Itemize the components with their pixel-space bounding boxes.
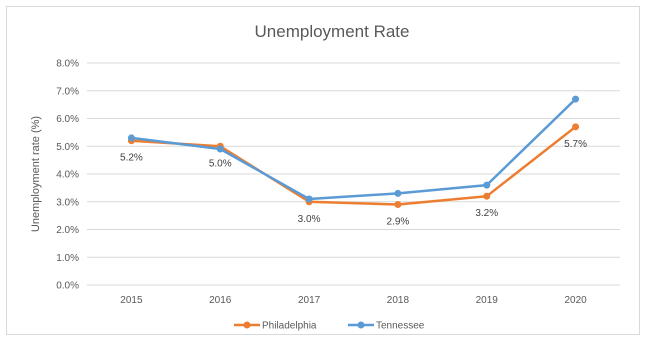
legend-label: Philadelphia bbox=[262, 321, 317, 332]
x-tick-label: 2020 bbox=[564, 295, 587, 306]
data-label: 5.7% bbox=[564, 139, 587, 150]
x-tick-label: 2016 bbox=[209, 295, 232, 306]
data-point bbox=[572, 95, 580, 103]
chart-frame: Unemployment Rate 0.0% 1.0% 2.0% 3.0% 4.0% 5.… bbox=[6, 6, 640, 335]
y-tick-label: 5.0% bbox=[56, 142, 79, 153]
data-labels: 5.2% 5.0% 3.0% 2.9% 3.2% 5.7% bbox=[120, 139, 587, 228]
chart-title: Unemployment Rate bbox=[255, 22, 410, 41]
gridlines bbox=[87, 62, 620, 286]
x-axis: 2015 2016 2017 2018 2019 2020 bbox=[120, 295, 587, 306]
legend[interactable]: Philadelphia Tennessee bbox=[234, 321, 425, 332]
legend-swatch-marker bbox=[357, 321, 365, 329]
y-tick-label: 2.0% bbox=[56, 225, 79, 236]
y-tick-label: 0.0% bbox=[56, 281, 79, 292]
series-line bbox=[131, 98, 577, 201]
x-tick-label: 2017 bbox=[298, 295, 321, 306]
legend-label: Tennessee bbox=[376, 321, 425, 332]
legend-swatch-marker bbox=[243, 321, 251, 329]
y-tick-label: 4.0% bbox=[56, 170, 79, 181]
data-point bbox=[127, 134, 135, 142]
y-tick-label: 3.0% bbox=[56, 197, 79, 208]
data-point bbox=[305, 195, 313, 203]
data-point bbox=[216, 145, 224, 153]
data-point bbox=[394, 189, 402, 197]
legend-entry[interactable]: Tennessee bbox=[348, 321, 425, 332]
data-point bbox=[572, 123, 580, 131]
data-point bbox=[394, 201, 402, 209]
y-axis: 0.0% 1.0% 2.0% 3.0% 4.0% 5.0% 6.0% 7.0% 8.0% bbox=[56, 59, 79, 292]
data-label: 3.2% bbox=[475, 208, 498, 219]
data-point bbox=[483, 192, 491, 200]
series-line bbox=[131, 125, 577, 206]
data-label: 2.9% bbox=[387, 217, 410, 228]
legend-entry[interactable]: Philadelphia bbox=[234, 321, 317, 332]
y-tick-label: 8.0% bbox=[56, 59, 79, 70]
y-tick-label: 1.0% bbox=[56, 253, 79, 264]
data-label: 3.0% bbox=[298, 214, 321, 225]
x-tick-label: 2019 bbox=[476, 295, 499, 306]
data-point bbox=[483, 181, 491, 189]
series-tennessee bbox=[127, 95, 580, 203]
y-tick-label: 7.0% bbox=[56, 86, 79, 97]
data-label: 5.0% bbox=[209, 158, 232, 169]
y-tick-label: 6.0% bbox=[56, 114, 79, 125]
y-axis-title: Unemployment rate (%) bbox=[30, 116, 42, 232]
line-chart: Unemployment Rate 0.0% 1.0% 2.0% 3.0% 4.0% 5.… bbox=[30, 22, 620, 332]
x-tick-label: 2018 bbox=[387, 295, 410, 306]
series-layer bbox=[127, 95, 580, 209]
x-tick-label: 2015 bbox=[120, 295, 143, 306]
data-label: 5.2% bbox=[120, 153, 143, 164]
